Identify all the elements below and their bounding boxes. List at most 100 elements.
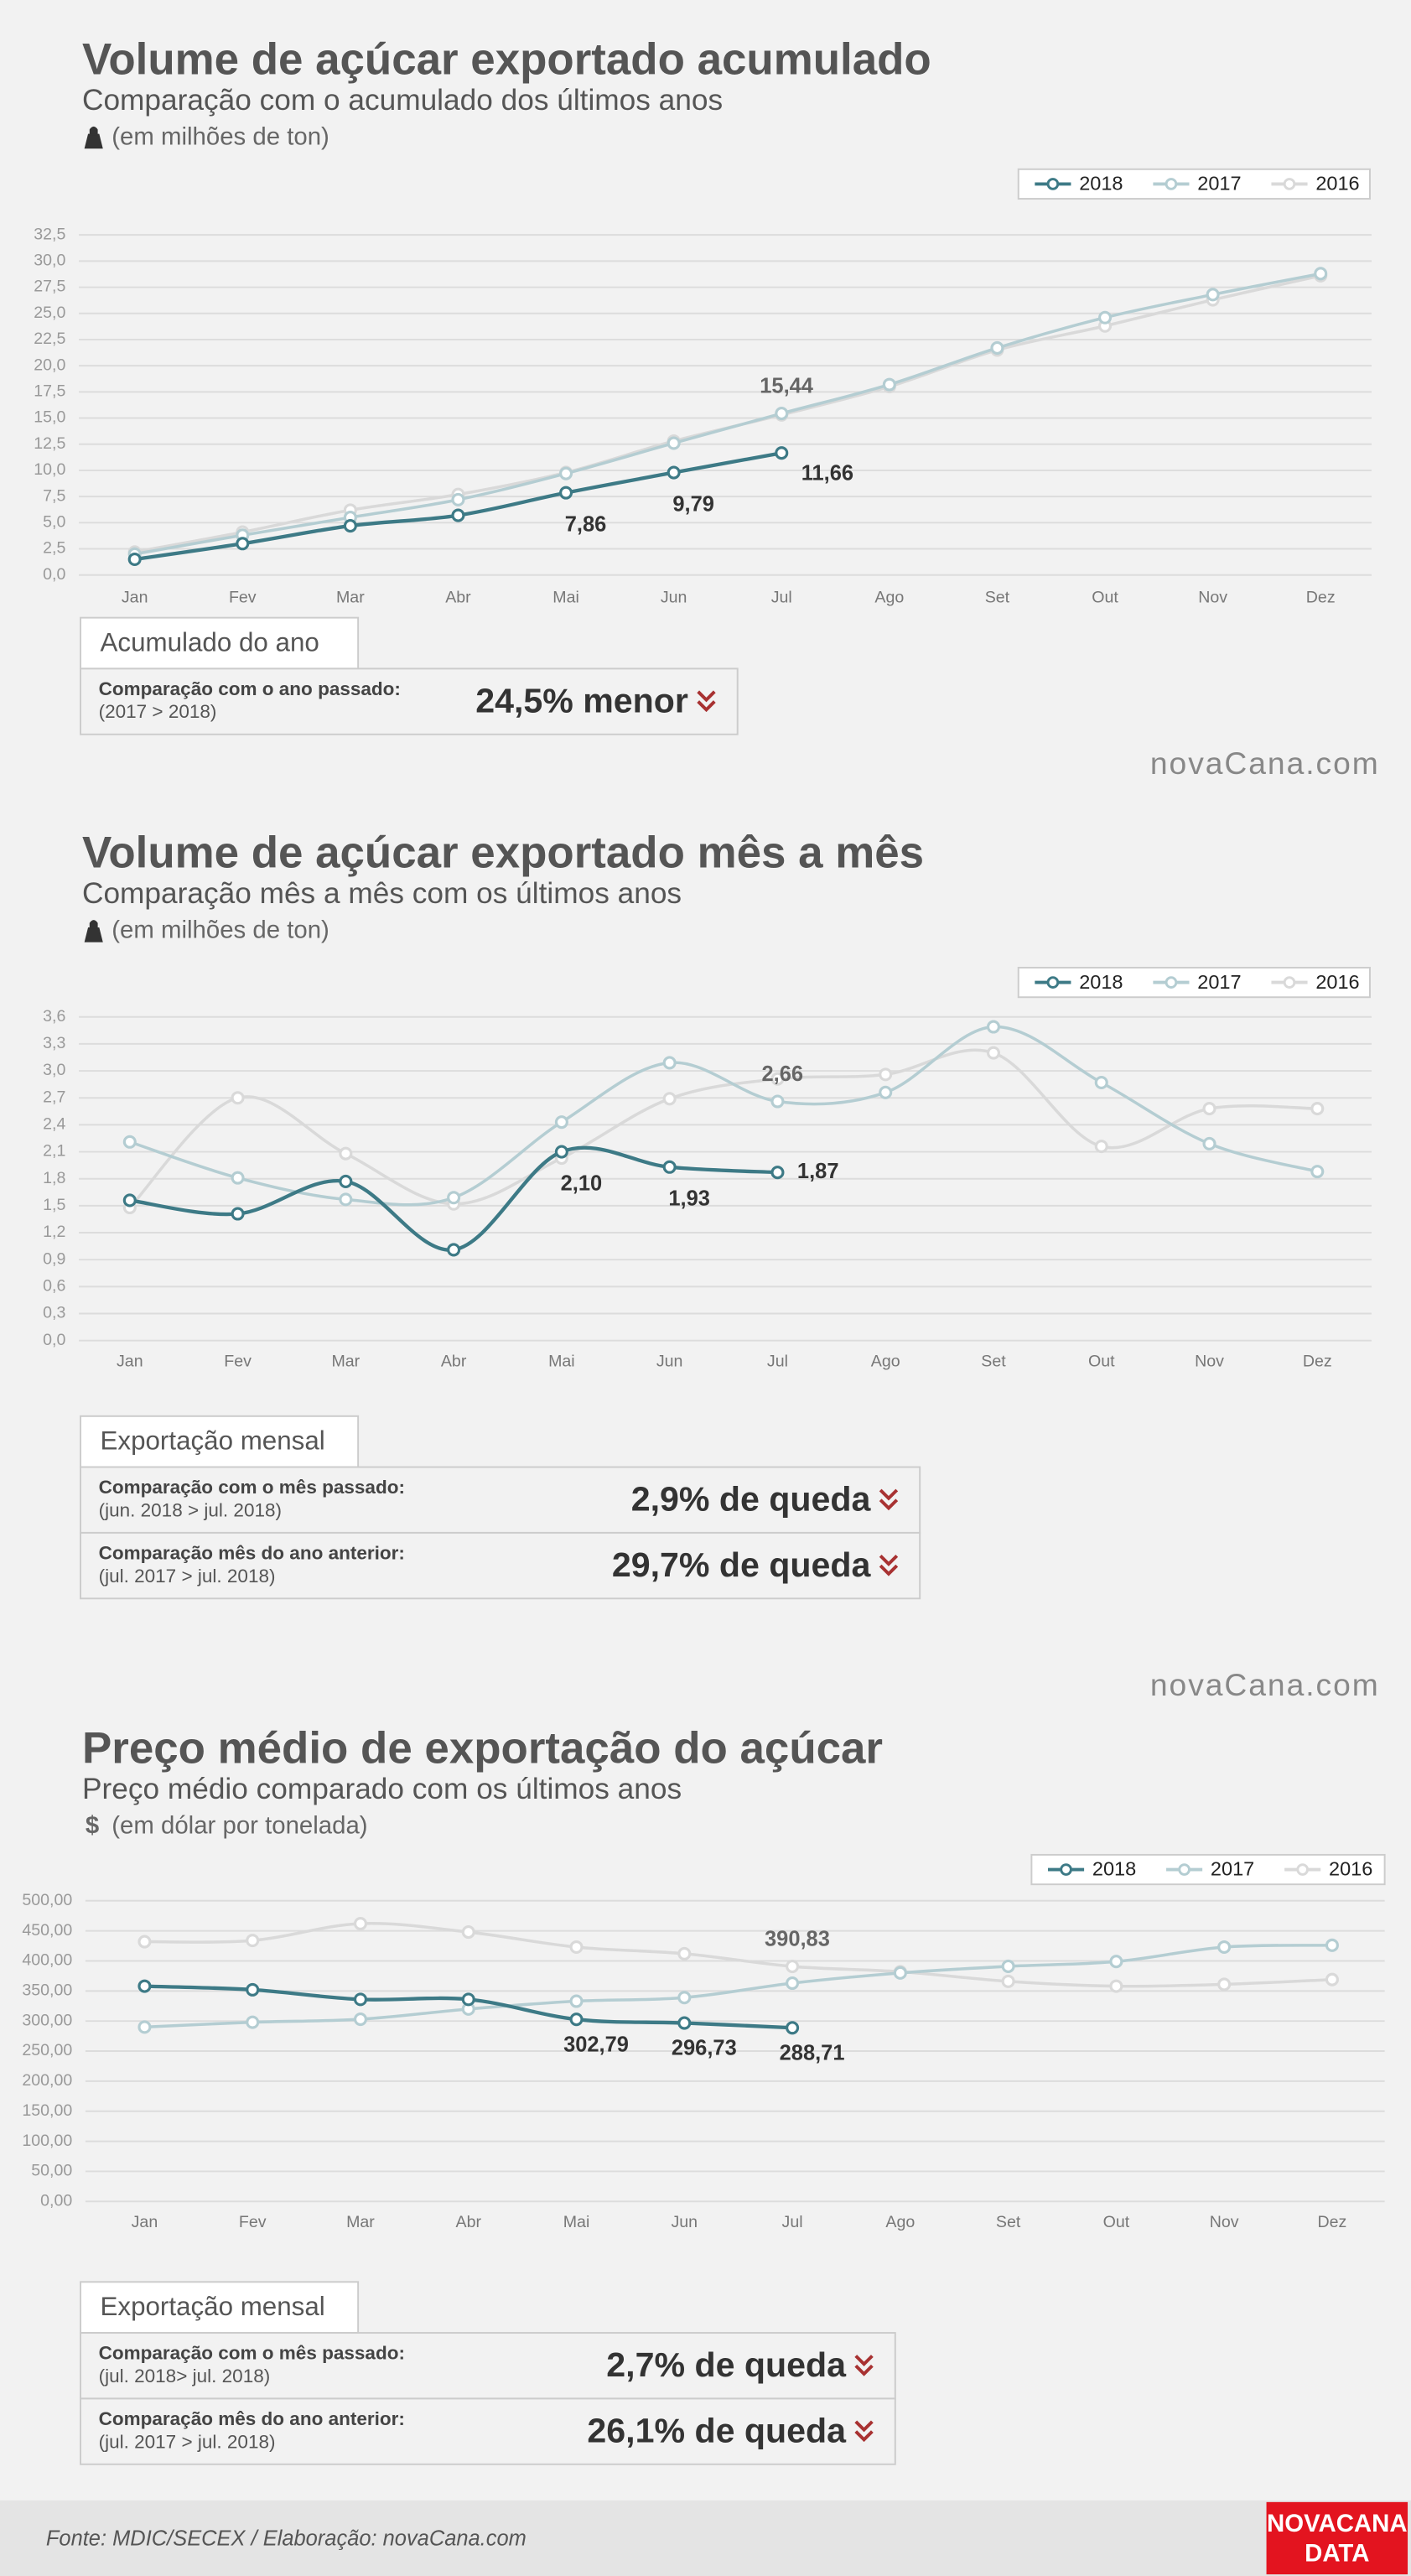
y-tick-label: 7,5 [43, 486, 65, 505]
y-tick-label: 0,3 [43, 1304, 65, 1322]
box-heading: Acumulado do ano [101, 627, 319, 657]
legend-marker [1296, 1863, 1310, 1876]
data-point [451, 492, 465, 506]
chart-title: Volume de açúcar exportado acumulado [82, 34, 931, 84]
data-point [786, 1976, 800, 1991]
x-tick-label: Out [1088, 1352, 1115, 1370]
y-tick-label: 350,00 [22, 1981, 72, 2000]
data-point [559, 466, 573, 480]
y-tick-label: 20,0 [34, 356, 65, 374]
data-point [353, 2012, 368, 2027]
x-tick-label: Abr [445, 588, 471, 606]
watermark: novaCana.com [1150, 745, 1380, 781]
x-tick-label: Mar [346, 2213, 375, 2231]
y-tick-label: 2,5 [43, 539, 65, 558]
data-point [122, 1135, 137, 1149]
x-tick-label: Jun [656, 1352, 683, 1370]
data-point [569, 2012, 584, 2027]
row-result: 2,7% de queda [606, 2345, 847, 2384]
legend-marker [1165, 178, 1178, 190]
legend-label: 2017 [1211, 1858, 1254, 1880]
logo-text: NOVACANA [1267, 2510, 1408, 2537]
x-tick-label: Out [1103, 2213, 1130, 2231]
unit-label: (em milhões de ton) [112, 122, 329, 150]
box-row [80, 1531, 921, 1600]
x-tick-label: Jun [661, 588, 687, 606]
box-heading-bg [80, 2281, 360, 2334]
data-point [1097, 310, 1113, 325]
y-tick-label: 200,00 [22, 2071, 72, 2090]
y-tick-label: 32,5 [34, 225, 65, 243]
down-icon [879, 1488, 899, 1511]
data-point [775, 446, 789, 460]
legend-label: 2016 [1315, 173, 1359, 195]
row-result: 29,7% de queda [612, 1545, 872, 1584]
x-tick-label: Jul [767, 1352, 788, 1370]
legend-marker [1046, 178, 1060, 190]
data-point [879, 1085, 893, 1099]
x-tick-label: Nov [1195, 1352, 1224, 1370]
legend [1030, 1853, 1386, 1886]
data-point [1094, 1140, 1108, 1154]
box-row [80, 2397, 896, 2465]
y-tick-label: 30,0 [34, 252, 65, 270]
chart-title: Volume de açúcar exportado mês a mês [82, 828, 924, 878]
x-tick-label: Nov [1210, 2213, 1239, 2231]
down-icon [854, 2420, 874, 2443]
x-tick-label: Fev [224, 1352, 252, 1370]
data-point [137, 1979, 152, 1993]
x-tick-label: Out [1092, 588, 1118, 606]
data-point [569, 1994, 584, 2008]
data-point [1310, 1102, 1325, 1116]
series-line [144, 1944, 1332, 2029]
box-heading-bg [80, 1415, 360, 1468]
weight-icon [84, 920, 103, 943]
y-tick-label: 150,00 [22, 2101, 72, 2120]
data-label: 390,83 [765, 1927, 830, 1950]
y-tick-label: 0,9 [43, 1249, 65, 1268]
data-point [1325, 1938, 1339, 1952]
data-label: 2,66 [762, 1062, 804, 1086]
y-tick-label: 2,4 [43, 1115, 65, 1134]
x-tick-label: Set [985, 588, 1010, 606]
legend-label: 2018 [1079, 971, 1123, 993]
data-point [990, 340, 1004, 355]
data-point [461, 1925, 475, 1940]
data-point [1109, 1955, 1123, 1969]
x-tick-label: Set [996, 2213, 1021, 2231]
y-tick-label: 25,0 [34, 304, 65, 322]
y-tick-label: 250,00 [22, 2041, 72, 2059]
y-tick-label: 2,7 [43, 1088, 65, 1106]
data-point [1109, 1979, 1123, 1993]
x-tick-label: Nov [1198, 588, 1227, 606]
footer-band [0, 2500, 1411, 2576]
data-point [1325, 1972, 1339, 1987]
y-tick-label: 100,00 [22, 2132, 72, 2150]
data-point [246, 1982, 260, 1997]
y-tick-label: 0,0 [43, 565, 65, 584]
box-heading-bg [80, 616, 360, 670]
y-tick-label: 1,2 [43, 1223, 65, 1241]
data-label: 296,73 [672, 2037, 737, 2060]
data-point [1217, 1940, 1232, 1955]
x-tick-label: Jul [771, 588, 792, 606]
y-tick-label: 450,00 [22, 1921, 72, 1940]
data-point [786, 1960, 800, 1974]
data-point [554, 1115, 568, 1130]
data-point [1217, 1977, 1232, 1992]
data-point [879, 1067, 893, 1082]
data-point [893, 1966, 907, 1980]
data-point [339, 1192, 353, 1207]
box-row [80, 667, 739, 735]
data-point [1202, 1102, 1216, 1116]
x-tick-label: Abr [441, 1352, 467, 1370]
y-tick-label: 0,00 [40, 2191, 72, 2210]
data-point [775, 407, 789, 421]
y-tick-label: 1,8 [43, 1169, 65, 1187]
row-result: 24,5% menor [475, 681, 688, 719]
row-result: 26,1% de queda [587, 2411, 847, 2449]
data-label: 2,10 [561, 1171, 603, 1195]
row-detail: (jun. 2018 > jul. 2018) [99, 1499, 282, 1520]
data-label: 15,44 [760, 374, 814, 397]
